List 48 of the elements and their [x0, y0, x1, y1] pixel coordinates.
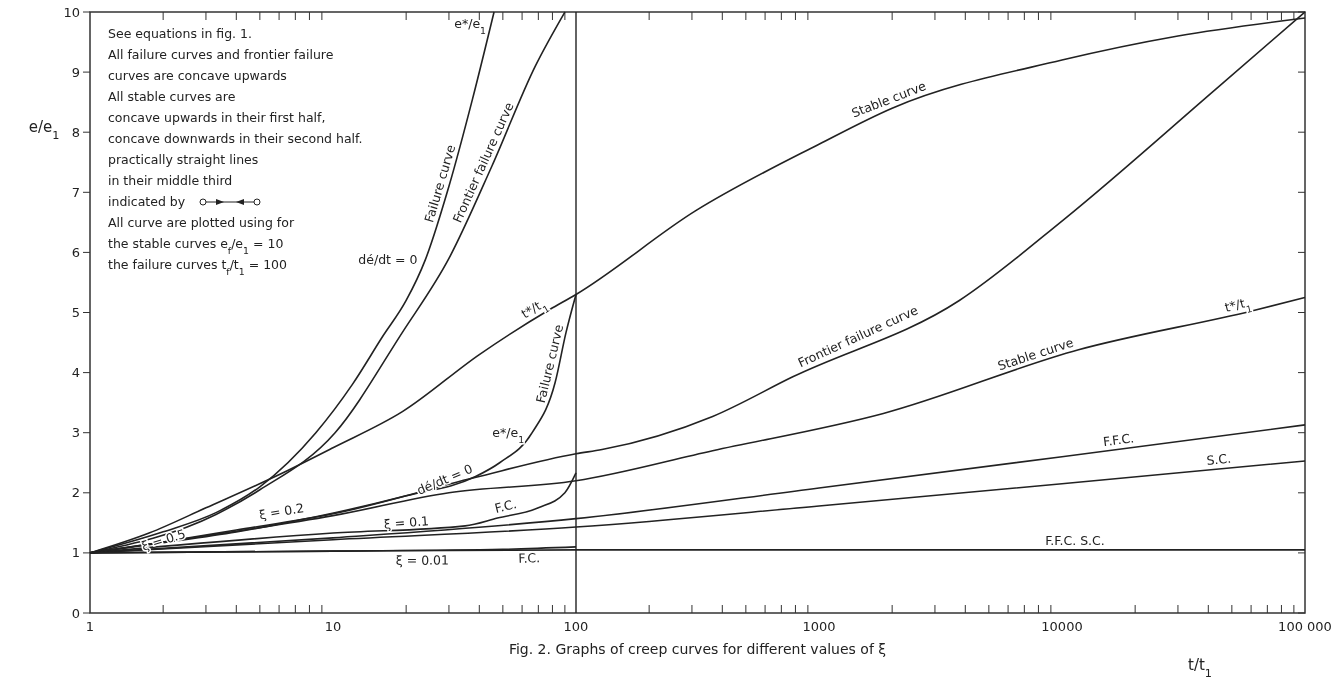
- annotation: indicated by: [108, 194, 186, 209]
- annotation: All failure curves and frontier failure: [108, 47, 334, 62]
- annotation: ξ = 0.1: [383, 513, 430, 532]
- annotation: F.C.: [518, 550, 541, 566]
- annotation: F.F.C.: [1102, 430, 1135, 450]
- y-tick-label: 2: [71, 485, 80, 501]
- annotation: ξ = 0.01: [395, 552, 450, 568]
- annotation: concave upwards in their first half,: [108, 110, 326, 125]
- x-axis-title: t/t$_{1}$: [1188, 656, 1212, 680]
- x-tick-label: 1000: [802, 619, 836, 634]
- y-tick-label: 6: [71, 244, 80, 260]
- annotation: ξ = 0.5: [139, 525, 188, 554]
- y-tick-label: 0: [71, 605, 80, 621]
- annotation: curves are concave upwards: [108, 68, 287, 83]
- annotation: F.F.C. S.C.: [1045, 532, 1105, 548]
- annotation: in their middle third: [108, 173, 233, 188]
- y-tick-label: 3: [71, 425, 80, 441]
- annotation: ξ = 0.2: [257, 500, 306, 523]
- x-tick-label: 1: [85, 619, 95, 634]
- text: Fig. 2. Graphs of creep curves for different values of ξ: [508, 641, 887, 657]
- annotation: All curve are plotted using for: [108, 215, 295, 230]
- y-tick-label: 5: [71, 305, 80, 321]
- annotation: e*/e$_{1}$: [492, 425, 525, 445]
- y-tick-label: 1: [71, 545, 80, 561]
- y-tick-label: 10: [63, 4, 80, 20]
- y-tick-label: 7: [71, 184, 80, 200]
- annotation: Stable curve: [849, 77, 929, 121]
- annotation: dé/dt = 0: [414, 460, 475, 498]
- x-tick-label: 100 000: [1278, 619, 1332, 634]
- annotation: Stable curve: [995, 334, 1076, 374]
- x-tick-label: 100: [563, 619, 589, 634]
- x-tick-label: 10: [324, 619, 342, 634]
- y-tick-label: 4: [71, 365, 80, 381]
- annotation: See equations in fig. 1.: [108, 26, 252, 41]
- y-axis-title: e/e$_{1}$: [28, 118, 60, 142]
- annotation: F.C.: [493, 496, 519, 516]
- annotation: the failure curves t$_{f}$/t$_{1}$ = 100: [108, 257, 288, 277]
- annotation: e*/e$_{1}$: [454, 16, 487, 36]
- y-tick-label: 8: [71, 124, 80, 140]
- annotation: practically straight lines: [108, 152, 259, 167]
- y-tick-label: 9: [71, 64, 80, 80]
- annotation: All stable curves are: [108, 89, 236, 104]
- annotation: Failure curve: [532, 322, 567, 405]
- annotation: the stable curves e$_{f}$/e$_{1}$ = 10: [108, 236, 284, 256]
- annotation: concave downwards in their second half.: [108, 131, 363, 146]
- x-tick-label: 10000: [1041, 619, 1083, 634]
- annotation: dé/dt = 0: [358, 251, 418, 267]
- annotation: S.C.: [1205, 450, 1232, 468]
